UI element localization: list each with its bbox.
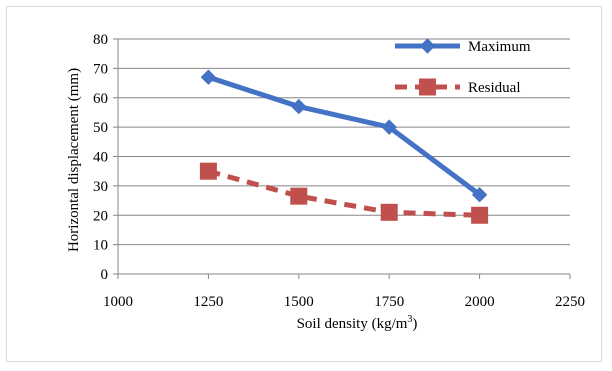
data-point-residual [471, 206, 489, 224]
y-tick-label: 60 [93, 91, 108, 107]
data-point-residual [199, 162, 217, 180]
x-tick-label: 2000 [465, 294, 495, 310]
y-tick-label: 0 [101, 267, 109, 283]
chart-frame [6, 6, 602, 362]
data-point-maximum [381, 119, 397, 135]
y-tick-label: 20 [93, 208, 108, 224]
data-point-maximum [200, 69, 217, 85]
legend-label-residual: Residual [468, 80, 521, 96]
data-series [199, 69, 489, 224]
x-tick-label: 2250 [555, 294, 585, 310]
legend-marker-maximum [419, 38, 436, 54]
x-tick-label: 1500 [284, 294, 314, 310]
legend: Maximum Residual [395, 38, 531, 96]
x-axis-label: Soil density (kg/m3) [297, 314, 418, 332]
x-tick-labels: 1000 1250 1500 1750 2000 2250 [103, 294, 585, 310]
x-tick-label: 1750 [374, 294, 404, 310]
data-point-maximum [291, 98, 307, 115]
y-tick-label: 80 [93, 32, 108, 48]
series-line-residual [207, 168, 480, 218]
y-axis-label: Horizontal displacement (mm) [66, 68, 82, 252]
data-point-residual [290, 187, 308, 205]
y-tick-label: 30 [93, 179, 108, 195]
series-line-maximum [205, 74, 483, 198]
legend-marker-residual [419, 78, 436, 96]
x-tick-label: 1250 [193, 294, 223, 310]
gridlines [118, 38, 570, 246]
y-tick-label: 40 [93, 150, 108, 166]
x-tick-label: 1000 [103, 294, 133, 310]
y-tick-labels: 0 10 20 30 40 50 60 70 80 [93, 32, 108, 283]
y-tick-label: 10 [93, 238, 108, 254]
axes [113, 38, 571, 279]
y-tick-label: 50 [93, 120, 108, 136]
data-point-residual [380, 203, 398, 221]
data-point-maximum [471, 186, 488, 203]
y-tick-label: 70 [93, 61, 108, 77]
legend-label-maximum: Maximum [468, 39, 531, 55]
